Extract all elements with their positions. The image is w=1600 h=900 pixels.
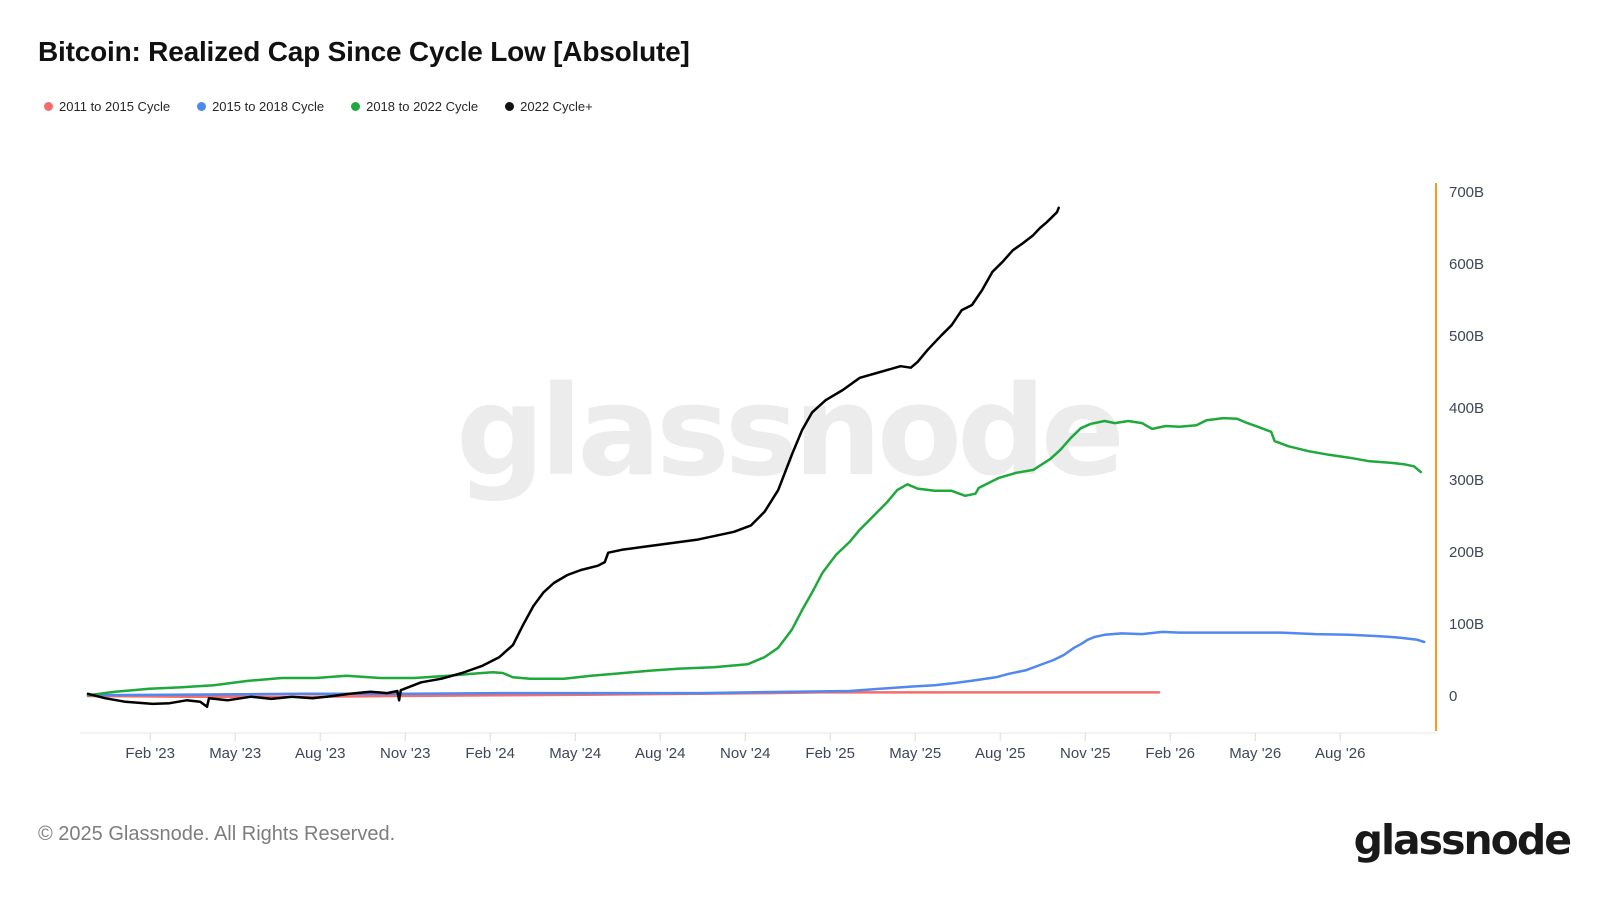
y-tick-label: 500B	[1449, 328, 1484, 345]
x-tick-label: Feb '24	[465, 745, 515, 762]
x-tick-label: Nov '24	[720, 745, 770, 762]
x-tick-label: Aug '25	[975, 745, 1025, 762]
glassnode-logo: glassnode	[1353, 816, 1572, 864]
x-tick-label: May '23	[209, 745, 261, 762]
chart-title: Bitcoin: Realized Cap Since Cycle Low [A…	[38, 36, 690, 67]
legend-item-label: 2022 Cycle+	[520, 99, 593, 114]
chart-legend: 2011 to 2015 Cycle 2015 to 2018 Cycle 2018…	[44, 99, 593, 114]
series-line-2018-to-2022-cycle	[86, 416, 1423, 697]
glassnode-watermark: glassnode	[456, 360, 1125, 504]
x-tick-label: Aug '26	[1315, 745, 1365, 762]
y-tick-label: 600B	[1449, 256, 1484, 273]
legend-dot-icon	[505, 102, 515, 111]
legend-item-label: 2015 to 2018 Cycle	[212, 99, 325, 114]
x-tick-label: May '26	[1229, 745, 1281, 762]
y-tick-label: 100B	[1449, 616, 1484, 633]
y-tick-label: 300B	[1449, 472, 1484, 489]
legend-item-3[interactable]: 2018 to 2022 Cycle	[351, 99, 478, 114]
x-tick-label: Feb '23	[125, 745, 175, 762]
copyright-text: © 2025 Glassnode. All Rights Reserved.	[38, 823, 396, 845]
x-tick-label: Aug '24	[635, 745, 685, 762]
legend-item-2[interactable]: 2015 to 2018 Cycle	[197, 99, 324, 114]
x-tick-label: Feb '25	[805, 745, 855, 762]
legend-item-1[interactable]: 2011 to 2015 Cycle	[44, 99, 170, 114]
legend-dot-icon	[351, 102, 361, 111]
legend-item-label: 2018 to 2022 Cycle	[366, 99, 479, 114]
x-tick-label: Feb '26	[1145, 745, 1195, 762]
legend-dot-icon	[197, 102, 207, 111]
x-tick-label: Nov '23	[380, 745, 430, 762]
legend-item-label: 2011 to 2015 Cycle	[59, 99, 171, 114]
y-tick-label: 0	[1449, 688, 1457, 705]
series-line-2015-to-2018-cycle	[86, 630, 1426, 697]
series-line-2022-cycle-	[86, 206, 1060, 709]
x-tick-label: Nov '25	[1060, 745, 1110, 762]
y-tick-label: 200B	[1449, 544, 1484, 561]
x-tick-label: Aug '23	[295, 745, 345, 762]
x-tick-label: May '25	[889, 745, 941, 762]
y-tick-label: 400B	[1449, 400, 1484, 417]
x-tick-label: May '24	[549, 745, 601, 762]
legend-dot-icon	[44, 102, 53, 111]
y-tick-label: 700B	[1449, 184, 1484, 201]
legend-item-4[interactable]: 2022 Cycle+	[505, 99, 593, 114]
